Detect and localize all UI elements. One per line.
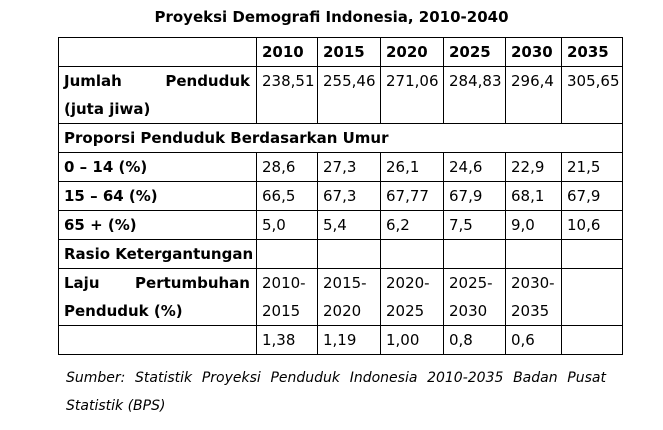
growth-row: Laju Pertumbuhan Penduduk (%) 2010- 2015… bbox=[58, 268, 623, 326]
empty-cell bbox=[317, 239, 381, 269]
year-header: 2030 bbox=[505, 37, 562, 67]
growth-label-word: Pertumbuhan bbox=[135, 274, 250, 292]
demographic-projection-table: 2010 2015 2020 2025 2030 2035 Jumlah Pen… bbox=[58, 37, 623, 355]
source-note: Sumber: Statistik Proyeksi Penduduk Indo… bbox=[66, 364, 606, 420]
growth-period-end: 2020 bbox=[323, 302, 362, 320]
year-header: 2035 bbox=[561, 37, 623, 67]
age-value: 10,6 bbox=[561, 210, 623, 240]
empty-cell bbox=[561, 268, 623, 326]
age-value: 27,3 bbox=[317, 152, 381, 182]
population-label: Jumlah Penduduk (juta jiwa) bbox=[58, 66, 257, 124]
age-value: 67,9 bbox=[443, 181, 506, 211]
source-word: Statistik bbox=[135, 370, 193, 386]
age-value: 67,3 bbox=[317, 181, 381, 211]
population-label-word: Penduduk bbox=[165, 72, 250, 90]
source-word: Pusat bbox=[567, 370, 606, 386]
growth-period-start: 2030- bbox=[511, 274, 555, 292]
growth-value: 0,8 bbox=[443, 325, 506, 355]
dependency-row: Rasio Ketergantungan bbox=[58, 239, 623, 269]
empty-cell bbox=[561, 325, 623, 355]
dependency-label: Rasio Ketergantungan bbox=[58, 239, 257, 269]
age-value: 26,1 bbox=[380, 152, 444, 182]
year-header: 2015 bbox=[317, 37, 381, 67]
growth-period: 2020- 2025 bbox=[380, 268, 444, 326]
growth-period-end: 2015 bbox=[262, 302, 301, 320]
age-value: 21,5 bbox=[561, 152, 623, 182]
source-line-2: Statistik (BPS) bbox=[66, 398, 166, 414]
empty-cell bbox=[443, 239, 506, 269]
growth-period: 2010- 2015 bbox=[256, 268, 318, 326]
source-word: Penduduk bbox=[270, 370, 341, 386]
age-value: 5,0 bbox=[256, 210, 318, 240]
empty-cell bbox=[505, 239, 562, 269]
source-word: Proyeksi bbox=[201, 370, 261, 386]
year-header: 2020 bbox=[380, 37, 444, 67]
age-row: 15 – 64 (%) 66,5 67,3 67,77 67,9 68,1 67… bbox=[58, 181, 623, 211]
age-value: 24,6 bbox=[443, 152, 506, 182]
age-row: 0 – 14 (%) 28,6 27,3 26,1 24,6 22,9 21,5 bbox=[58, 152, 623, 182]
age-value: 66,5 bbox=[256, 181, 318, 211]
age-value: 67,9 bbox=[561, 181, 623, 211]
growth-values-row: 1,38 1,19 1,00 0,8 0,6 bbox=[58, 325, 623, 355]
empty-cell bbox=[256, 239, 318, 269]
age-value: 28,6 bbox=[256, 152, 318, 182]
age-section-heading: Proporsi Penduduk Berdasarkan Umur bbox=[58, 123, 623, 153]
age-value: 5,4 bbox=[317, 210, 381, 240]
population-label-line2: (juta jiwa) bbox=[64, 100, 151, 118]
growth-period: 2015- 2020 bbox=[317, 268, 381, 326]
growth-period: 2030- 2035 bbox=[505, 268, 562, 326]
source-line-1: Sumber: Statistik Proyeksi Penduduk Indo… bbox=[66, 364, 606, 392]
source-word: 2010-2035 bbox=[427, 370, 504, 386]
growth-value: 1,19 bbox=[317, 325, 381, 355]
header-empty-cell bbox=[58, 37, 257, 67]
year-header: 2010 bbox=[256, 37, 318, 67]
age-row-label: 15 – 64 (%) bbox=[58, 181, 257, 211]
age-row-label: 65 + (%) bbox=[58, 210, 257, 240]
source-word: Sumber: bbox=[66, 370, 126, 386]
growth-period: 2025- 2030 bbox=[443, 268, 506, 326]
population-value: 255,46 bbox=[317, 66, 381, 124]
age-value: 7,5 bbox=[443, 210, 506, 240]
age-value: 68,1 bbox=[505, 181, 562, 211]
population-value: 305,65 bbox=[561, 66, 623, 124]
growth-period-end: 2025 bbox=[386, 302, 425, 320]
source-word: Badan bbox=[513, 370, 558, 386]
age-row: 65 + (%) 5,0 5,4 6,2 7,5 9,0 10,6 bbox=[58, 210, 623, 240]
growth-period-start: 2025- bbox=[449, 274, 493, 292]
growth-value: 1,00 bbox=[380, 325, 444, 355]
population-value: 238,51 bbox=[256, 66, 318, 124]
growth-period-end: 2030 bbox=[449, 302, 488, 320]
age-section-row: Proporsi Penduduk Berdasarkan Umur bbox=[58, 123, 623, 153]
growth-label-word: Laju bbox=[64, 274, 100, 292]
age-value: 6,2 bbox=[380, 210, 444, 240]
empty-cell bbox=[561, 239, 623, 269]
empty-cell bbox=[58, 325, 257, 355]
source-word: Indonesia bbox=[349, 370, 418, 386]
population-value: 284,83 bbox=[443, 66, 506, 124]
age-row-label: 0 – 14 (%) bbox=[58, 152, 257, 182]
age-value: 22,9 bbox=[505, 152, 562, 182]
growth-value: 0,6 bbox=[505, 325, 562, 355]
growth-label: Laju Pertumbuhan Penduduk (%) bbox=[58, 268, 257, 326]
growth-period-start: 2015- bbox=[323, 274, 367, 292]
table-title: Proyeksi Demografi Indonesia, 2010-2040 bbox=[154, 8, 509, 26]
population-value: 271,06 bbox=[380, 66, 444, 124]
age-value: 67,77 bbox=[380, 181, 444, 211]
population-row: Jumlah Penduduk (juta jiwa) 238,51 255,4… bbox=[58, 66, 623, 124]
growth-period-start: 2010- bbox=[262, 274, 306, 292]
growth-period-start: 2020- bbox=[386, 274, 430, 292]
year-header: 2025 bbox=[443, 37, 506, 67]
growth-label-line2: Penduduk (%) bbox=[64, 302, 183, 320]
growth-period-end: 2035 bbox=[511, 302, 550, 320]
growth-value: 1,38 bbox=[256, 325, 318, 355]
empty-cell bbox=[380, 239, 444, 269]
population-value: 296,4 bbox=[505, 66, 562, 124]
header-row: 2010 2015 2020 2025 2030 2035 bbox=[58, 37, 623, 67]
age-value: 9,0 bbox=[505, 210, 562, 240]
population-label-word: Jumlah bbox=[64, 72, 122, 90]
